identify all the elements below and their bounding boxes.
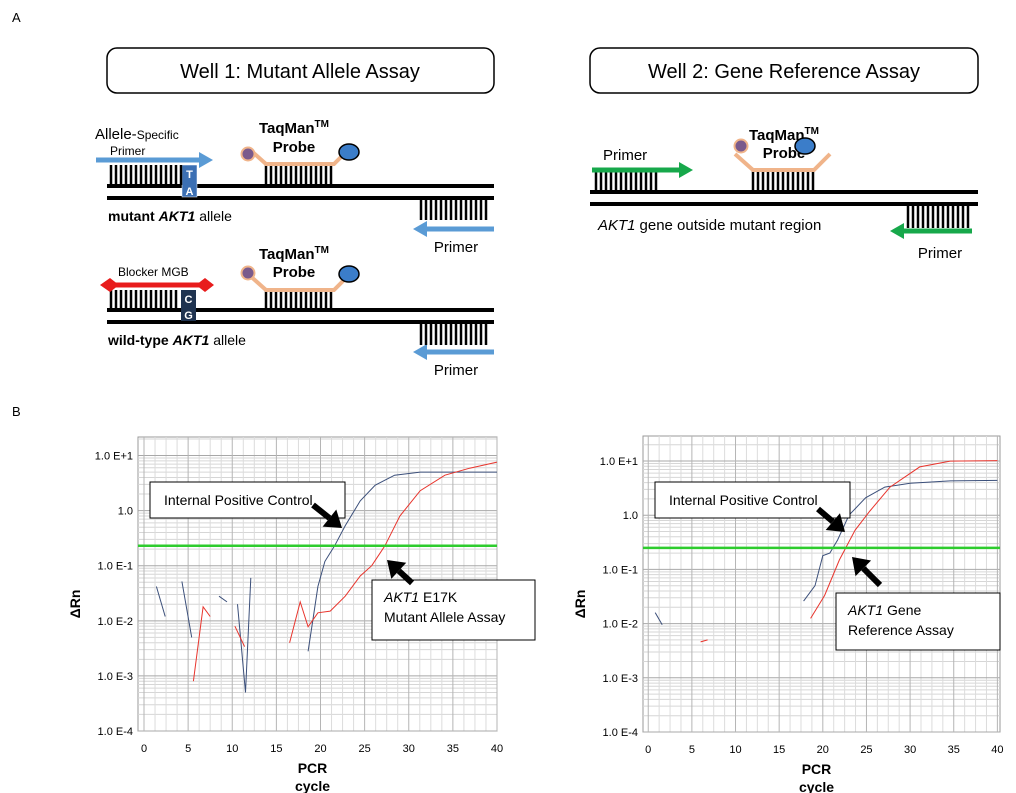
probe-label: Probe	[273, 139, 316, 156]
blocker-label: Blocker MGB	[118, 265, 189, 279]
panel-label: B	[12, 404, 21, 419]
reporter	[795, 138, 815, 154]
reporter	[339, 144, 359, 160]
x-axis-label: PCR	[298, 760, 328, 776]
x-tick-label: 40	[991, 744, 1003, 756]
chart: 1.0 E-4 1.0 E-3 1.0 E-2 1.0 E-1 1.0 1.0 E+1 0 5…	[572, 436, 1004, 793]
annotation-part: Mutant Allele Assay	[384, 609, 505, 625]
y-tick-label: 1.0 E+1	[600, 456, 638, 468]
base: T	[186, 169, 193, 181]
annotation-part: AKT1	[383, 589, 419, 605]
x-tick-label: 0	[141, 743, 147, 755]
primer-label: Primer	[110, 144, 145, 158]
arrow-head	[413, 221, 427, 237]
x-tick-label: 10	[729, 744, 741, 756]
x-tick-label: 0	[645, 744, 651, 756]
x-tick-label: 20	[817, 744, 829, 756]
x-tick-label: 20	[314, 743, 326, 755]
primer-label: Primer	[434, 239, 478, 256]
probe-label: TaqManTM	[259, 119, 329, 137]
plot-area	[643, 436, 1000, 732]
quencher	[242, 267, 255, 280]
primer-label: Primer	[434, 362, 478, 379]
y-tick-label: 1.0 E-1	[603, 564, 638, 576]
annotation-part: Internal Positive Control	[669, 492, 818, 508]
panel-label: A	[12, 10, 21, 25]
x-tick-label: 25	[359, 743, 371, 755]
base: A	[186, 186, 194, 198]
annotation-part: Internal Positive Control	[164, 492, 313, 508]
annotation-text: Mutant Allele Assay	[384, 609, 505, 625]
figure: A B Well 1: Mutant Allele Assay Well 2: …	[0, 0, 1016, 793]
y-tick-label: 1.0 E-3	[98, 671, 133, 683]
wild-type-diagram: Blocker MGB C G TaqManTM Probe wild-type…	[107, 245, 494, 379]
x-tick-label: 5	[689, 744, 695, 756]
x-axis-label: PCR	[802, 761, 832, 777]
x-tick-label: 30	[403, 743, 415, 755]
x-tick-label: 15	[270, 743, 282, 755]
annotation-text: Internal Positive Control	[669, 492, 818, 508]
y-tick-label: 1.0	[623, 510, 638, 522]
annotation-text: Internal Positive Control	[164, 492, 313, 508]
y-axis-label: ΔRn	[572, 590, 588, 619]
y-tick-label: 1.0 E-4	[603, 727, 638, 739]
x-tick-label: 5	[185, 743, 191, 755]
arrow-head	[890, 223, 904, 239]
y-tick-label: 1.0 E-4	[98, 726, 133, 738]
well-title: Well 1: Mutant Allele Assay	[180, 61, 420, 83]
reporter	[339, 266, 359, 282]
x-tick-label: 35	[948, 744, 960, 756]
x-tick-label: 15	[773, 744, 785, 756]
x-axis-label: cycle	[295, 778, 330, 793]
blocker-end	[196, 278, 214, 292]
annotation-part: Reference Assay	[848, 622, 954, 638]
annotation-text: Reference Assay	[848, 622, 954, 638]
y-tick-label: 1.0 E+1	[95, 451, 133, 463]
well-title: Well 2: Gene Reference Assay	[648, 61, 920, 83]
primer-label: Primer	[918, 245, 962, 262]
x-tick-label: 30	[904, 744, 916, 756]
chart: 1.0 E-4 1.0 E-3 1.0 E-2 1.0 E-1 1.0 1.0 E+1 0 5…	[67, 437, 535, 793]
primer-label: Primer	[603, 147, 647, 164]
x-axis-label: cycle	[799, 779, 834, 793]
arrow-head	[199, 152, 213, 168]
mutant-diagram: Allele-Specific Primer T A TaqManTM Prob…	[95, 119, 494, 256]
base: G	[184, 310, 193, 322]
y-tick-label: 1.0 E-2	[603, 619, 638, 631]
primer-label: Allele-Specific	[95, 126, 179, 143]
y-tick-label: 1.0 E-2	[98, 616, 133, 628]
blocker-end	[100, 278, 119, 292]
quencher	[242, 148, 255, 161]
annotation-part: AKT1	[847, 602, 883, 618]
x-tick-label: 10	[226, 743, 238, 755]
arrow-head	[679, 162, 693, 178]
x-tick-label: 40	[491, 743, 503, 755]
x-tick-label: 25	[860, 744, 872, 756]
quencher	[735, 140, 748, 153]
probe-label: Probe	[273, 264, 316, 281]
arrow-head	[413, 344, 427, 360]
annotation-part: Gene	[887, 602, 921, 618]
y-tick-label: 1.0 E-1	[98, 561, 133, 573]
y-axis-label: ΔRn	[67, 590, 83, 619]
y-tick-label: 1.0 E-3	[603, 673, 638, 685]
annotation-part: E17K	[423, 589, 458, 605]
y-tick-label: 1.0	[118, 506, 133, 518]
probe-label: TaqManTM	[259, 245, 329, 263]
base: C	[185, 294, 193, 306]
x-tick-label: 35	[447, 743, 459, 755]
